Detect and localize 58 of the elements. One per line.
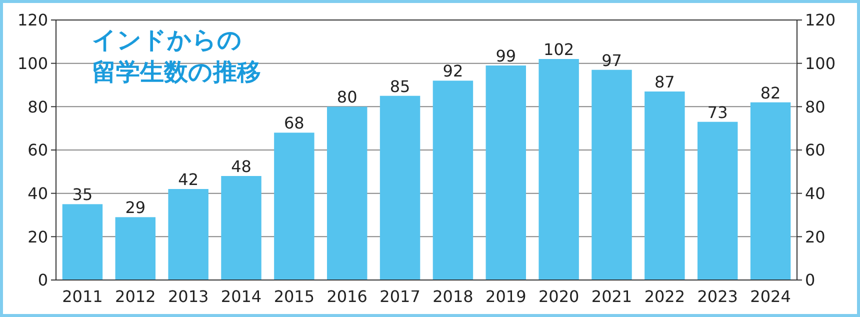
data-label: 29 bbox=[125, 198, 146, 218]
bar bbox=[168, 189, 208, 280]
x-tick-label: 2017 bbox=[380, 287, 420, 306]
chart-title: インドからの bbox=[92, 26, 242, 54]
y2-tick-label: 100 bbox=[805, 54, 836, 73]
y-tick-label: 100 bbox=[17, 54, 48, 73]
bar bbox=[432, 80, 474, 280]
y2-tick-label: 40 bbox=[805, 184, 826, 203]
data-label: 68 bbox=[284, 114, 304, 133]
bar bbox=[274, 132, 314, 280]
data-label: 87 bbox=[654, 72, 675, 92]
x-tick-label: 2021 bbox=[591, 287, 632, 306]
x-tick-label: 2018 bbox=[432, 287, 474, 306]
x-tick-label: 2024 bbox=[750, 287, 791, 306]
bar bbox=[538, 59, 579, 280]
x-tick-label: 2023 bbox=[697, 287, 738, 306]
bar bbox=[221, 176, 262, 280]
data-label: 97 bbox=[602, 50, 622, 70]
y-tick-label: 0 bbox=[38, 270, 48, 290]
bar bbox=[62, 204, 103, 280]
data-label: 48 bbox=[231, 157, 252, 176]
bar bbox=[750, 102, 791, 280]
data-label: 73 bbox=[707, 102, 728, 122]
data-label: 80 bbox=[336, 88, 358, 107]
bar bbox=[644, 92, 685, 280]
y-tick-label: 60 bbox=[28, 140, 48, 160]
data-label: 102 bbox=[544, 40, 574, 59]
y2-tick-label: 0 bbox=[805, 270, 816, 290]
x-tick-label: 2013 bbox=[168, 287, 209, 306]
y2-tick-label: 20 bbox=[805, 227, 826, 246]
data-label: 42 bbox=[178, 170, 198, 189]
bar bbox=[115, 217, 156, 280]
y-tick-label: 120 bbox=[17, 10, 48, 30]
x-tick-label: 2016 bbox=[326, 287, 368, 306]
y2-tick-label: 80 bbox=[805, 97, 826, 116]
data-label: 35 bbox=[72, 185, 93, 204]
bar bbox=[326, 106, 368, 280]
text: 留学生数の推移 bbox=[92, 58, 261, 86]
x-tick-label: 2019 bbox=[486, 287, 526, 306]
y-tick-label: 20 bbox=[28, 227, 48, 246]
data-label: 92 bbox=[442, 62, 464, 81]
data-label: 82 bbox=[760, 83, 781, 102]
y2-tick-label: 120 bbox=[805, 10, 836, 30]
bar bbox=[697, 122, 738, 280]
x-tick-label: 2020 bbox=[538, 287, 580, 306]
y-tick-label: 80 bbox=[28, 97, 48, 116]
bar bbox=[592, 70, 632, 280]
x-tick-label: 2022 bbox=[644, 287, 686, 306]
x-tick-label: 2012 bbox=[115, 287, 156, 306]
bar bbox=[486, 66, 526, 280]
y2-tick-label: 60 bbox=[805, 140, 826, 160]
data-label: 85 bbox=[390, 76, 410, 96]
x-tick-label: 2015 bbox=[274, 287, 315, 306]
bar bbox=[380, 96, 420, 280]
y-tick-label: 40 bbox=[28, 184, 48, 203]
x-tick-label: 2011 bbox=[62, 287, 103, 306]
data-label: 99 bbox=[496, 46, 516, 66]
x-tick-label: 2014 bbox=[220, 287, 262, 306]
